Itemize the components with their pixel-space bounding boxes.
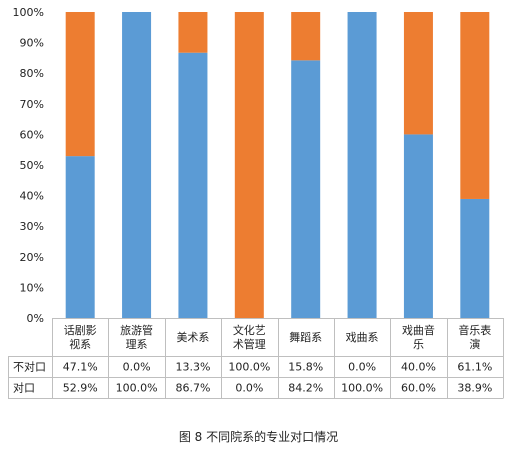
y-tick-label: 40% <box>20 190 44 203</box>
data-label: 60.0% <box>401 382 436 395</box>
data-label: 52.9% <box>63 382 98 395</box>
data-label: 84.2% <box>288 382 323 395</box>
bar-segment-matched <box>460 198 490 318</box>
bar-segment-unmatched <box>291 12 321 61</box>
bar-segment-matched <box>122 12 152 318</box>
category-label: 文化艺 <box>233 323 266 337</box>
bar-segment-unmatched <box>234 12 264 318</box>
bar-segment-matched <box>65 156 95 318</box>
data-label: 38.9% <box>457 382 492 395</box>
data-label: 13.3% <box>175 361 210 374</box>
category-label: 舞蹈系 <box>289 331 322 344</box>
category-label: 术管理 <box>233 337 266 351</box>
category-label: 戏曲音 <box>402 323 435 337</box>
category-label: 理系 <box>126 338 148 351</box>
table-row-label: 对口 <box>13 381 35 395</box>
data-label: 86.7% <box>175 382 210 395</box>
bar-segment-matched <box>347 12 377 318</box>
y-tick-label: 100% <box>13 6 44 19</box>
category-label: 视系 <box>69 337 91 351</box>
y-tick-label: 50% <box>20 159 44 172</box>
y-tick-label: 20% <box>20 251 44 264</box>
category-label: 演 <box>469 337 480 351</box>
bar-segment-unmatched <box>65 12 95 157</box>
category-label: 乐 <box>413 338 424 351</box>
y-tick-label: 60% <box>20 128 44 141</box>
data-label: 0.0% <box>235 382 263 395</box>
bar-segment-unmatched <box>403 12 433 135</box>
bar-segment-unmatched <box>178 12 208 53</box>
bar-segment-matched <box>291 60 321 319</box>
chart-caption: 图 8 不同院系的专业对口情况 <box>178 430 339 444</box>
category-label: 美术系 <box>176 331 209 344</box>
y-tick-label: 30% <box>20 220 44 233</box>
y-tick-label: 70% <box>20 98 44 111</box>
data-label: 15.8% <box>288 361 323 374</box>
bar-segment-matched <box>178 52 208 318</box>
data-label: 61.1% <box>457 361 492 374</box>
y-tick-label: 0% <box>27 312 44 325</box>
y-tick-label: 10% <box>20 281 44 294</box>
table-row-label: 不对口 <box>13 360 46 374</box>
data-label: 40.0% <box>401 361 436 374</box>
category-label: 话剧影 <box>64 324 97 337</box>
y-tick-label: 80% <box>20 67 44 80</box>
category-label: 音乐表 <box>458 323 491 337</box>
bar-segment-unmatched <box>460 12 490 199</box>
y-tick-label: 90% <box>20 37 44 50</box>
bar-segment-matched <box>403 134 433 318</box>
category-label: 戏曲系 <box>346 331 379 344</box>
data-label: 100.0% <box>228 361 270 374</box>
data-label: 100.0% <box>341 382 383 395</box>
data-label: 47.1% <box>63 361 98 374</box>
data-label: 0.0% <box>123 361 151 374</box>
category-label: 旅游管 <box>120 323 153 337</box>
data-label: 100.0% <box>116 382 158 395</box>
data-label: 0.0% <box>348 361 376 374</box>
